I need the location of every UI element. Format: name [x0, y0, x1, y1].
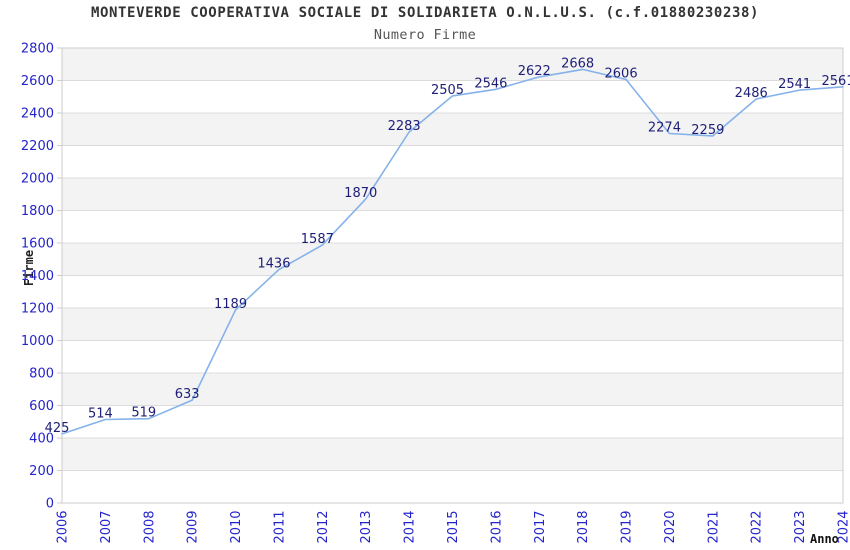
- x-tick-label: 2009: [186, 510, 201, 543]
- x-tick-label: 2006: [56, 510, 71, 543]
- data-label: 1436: [257, 257, 290, 272]
- data-label: 2486: [735, 86, 768, 101]
- grid-band: [62, 438, 843, 471]
- x-tick-label: 2019: [620, 510, 635, 543]
- x-tick-label: 2024: [837, 510, 850, 543]
- data-label: 2259: [691, 123, 724, 138]
- grid-band: [62, 308, 843, 341]
- data-label: 1587: [301, 232, 334, 247]
- x-axis-title: Anno: [810, 532, 839, 546]
- chart-subtitle: Numero Firme: [373, 27, 477, 43]
- page-title: MONTEVERDE COOPERATIVA SOCIALE DI SOLIDA…: [90, 5, 760, 21]
- data-label: 633: [175, 387, 200, 402]
- data-label: 1189: [214, 297, 247, 312]
- data-label: 1870: [344, 186, 377, 201]
- data-label: 425: [45, 421, 70, 436]
- grid-band: [62, 243, 843, 276]
- y-tick-label: 0: [46, 497, 54, 512]
- y-tick-label: 1000: [21, 334, 54, 349]
- data-label: 2283: [388, 119, 421, 134]
- grid-band: [62, 178, 843, 211]
- data-label: 2606: [605, 67, 638, 82]
- y-tick-label: 2800: [21, 42, 54, 57]
- data-label: 2561: [821, 74, 850, 89]
- grid-band: [62, 48, 843, 81]
- data-label: 2622: [518, 64, 551, 79]
- y-tick-label: 1800: [21, 204, 54, 219]
- y-tick-label: 1600: [21, 237, 54, 252]
- data-label: 2505: [431, 83, 464, 98]
- data-label: 514: [88, 406, 113, 421]
- x-tick-label: 2007: [99, 510, 114, 543]
- series-line: [61, 68, 844, 435]
- x-tick-label: 2020: [663, 510, 678, 543]
- y-tick-label: 400: [29, 432, 54, 447]
- x-tick-label: 2011: [272, 510, 287, 543]
- x-tick-label: 2010: [229, 510, 244, 543]
- data-label: 2668: [561, 56, 594, 71]
- y-tick-label: 600: [29, 399, 54, 414]
- x-tick-label: 2012: [316, 510, 331, 543]
- x-tick-label: 2014: [403, 510, 418, 543]
- data-label: 2546: [474, 76, 507, 91]
- x-tick-label: 2008: [142, 510, 157, 543]
- x-tick-label: 2018: [576, 510, 591, 543]
- y-tick-label: 2400: [21, 107, 54, 122]
- data-label: 2274: [648, 120, 681, 135]
- data-label: 2541: [778, 77, 811, 92]
- y-tick-label: 2600: [21, 74, 54, 89]
- x-tick-label: 2015: [446, 510, 461, 543]
- y-tick-label: 200: [29, 464, 54, 479]
- y-tick-label: 2200: [21, 139, 54, 154]
- y-tick-label: 1400: [21, 269, 54, 284]
- y-tick-label: 800: [29, 367, 54, 382]
- y-tick-label: 1200: [21, 302, 54, 317]
- grid-band: [62, 113, 843, 146]
- data-label: 519: [131, 406, 156, 421]
- x-tick-label: 2022: [750, 510, 765, 543]
- x-tick-label: 2023: [793, 510, 808, 543]
- x-tick-label: 2016: [489, 510, 504, 543]
- x-tick-label: 2017: [533, 510, 548, 543]
- y-tick-label: 2000: [21, 172, 54, 187]
- x-tick-label: 2013: [359, 510, 374, 543]
- x-tick-label: 2021: [706, 510, 721, 543]
